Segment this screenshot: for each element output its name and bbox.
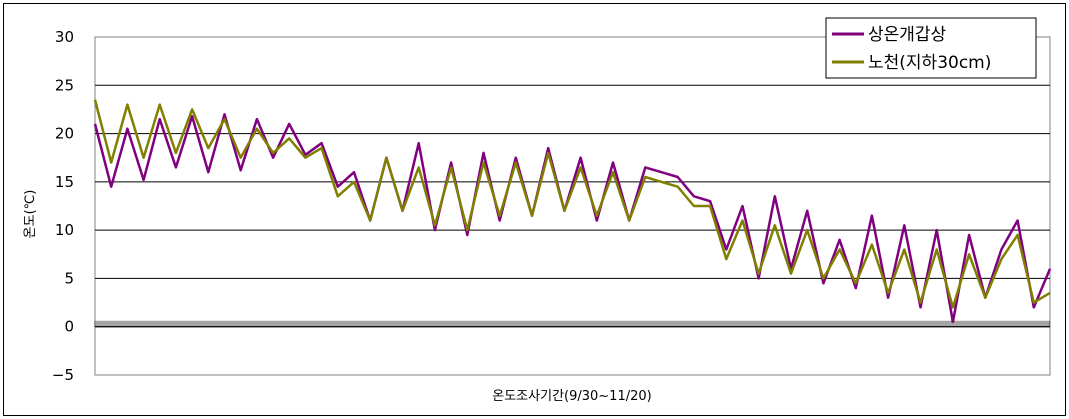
y-axis-title: 온도(℃) [23,190,38,239]
x-axis [94,320,1050,328]
chart-frame: 30 25 20 15 10 5 0 −5 온도(℃) 온도조사기간(9/30~11/20) … [3,3,1066,416]
legend: 상온개갑상 노천(지하30cm) [825,17,1037,79]
series-group [93,99,1052,324]
y-tick-label: 30 [55,28,74,46]
y-tick-label: −5 [52,366,74,384]
series-line-2 [93,99,1051,309]
legend-label-series-1: 상온개갑상 [868,25,947,45]
y-tick-label: 25 [55,76,74,94]
x-tick-marks [94,320,1050,327]
y-tick-label: 5 [64,269,74,287]
y-tick-labels: 30 25 20 15 10 5 0 −5 [52,28,74,384]
plot-area [94,36,1051,376]
legend-box [825,17,1037,79]
legend-label-series-2: 노천(지하30cm) [868,53,991,73]
y-tick-label: 20 [55,125,74,143]
x-axis-title: 온도조사기간(9/30~11/20) [492,389,651,404]
y-tick-label: 0 [64,318,74,336]
y-tick-label: 15 [55,173,74,191]
y-tick-label: 10 [55,221,74,239]
